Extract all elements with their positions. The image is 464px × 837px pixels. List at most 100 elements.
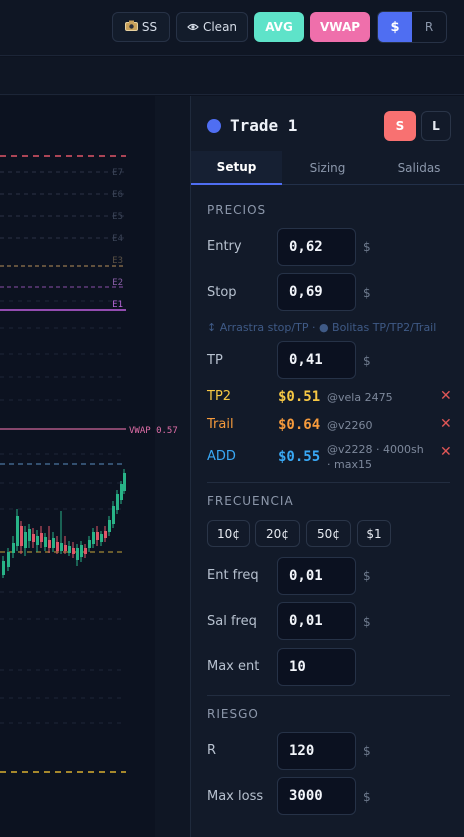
max-ent-label: Max ent	[207, 659, 260, 674]
panel-tabs: Setup Sizing Salidas	[191, 151, 464, 185]
remove-trail-icon[interactable]: ✕	[440, 416, 452, 432]
candle	[36, 536, 39, 545]
top-toolbar: SS Clean AVG VWAP $ R	[0, 0, 464, 56]
candle	[100, 534, 103, 542]
max-loss-unit: $	[363, 790, 371, 804]
trade-title: Trade 1	[207, 116, 297, 135]
candle	[84, 548, 87, 554]
remove-add-icon[interactable]: ✕	[440, 444, 452, 460]
vwap-toggle-button[interactable]: VWAP	[310, 12, 370, 42]
camera-icon	[124, 20, 138, 34]
candle	[32, 534, 35, 542]
freq-chip-50c[interactable]: 50¢	[306, 520, 351, 547]
candle	[52, 538, 55, 548]
section-divider	[207, 482, 450, 483]
entry-level-label: E1	[112, 300, 123, 310]
sub-toolbar	[0, 57, 464, 95]
stop-input[interactable]: 0,69	[277, 273, 356, 311]
currency-toggle: $ R	[377, 11, 447, 43]
tp-unit: $	[363, 354, 371, 368]
candle	[56, 542, 59, 551]
candle	[40, 533, 43, 542]
candle	[104, 531, 107, 538]
stop-unit: $	[363, 286, 371, 300]
candle	[7, 552, 10, 567]
trail-value: $0.64	[278, 417, 321, 433]
clean-button[interactable]: Clean	[176, 12, 248, 42]
candle	[76, 548, 79, 560]
max-ent-input[interactable]: 10	[277, 648, 356, 686]
eye-icon	[187, 20, 199, 34]
entry-label: Entry	[207, 239, 242, 254]
avg-toggle-button[interactable]: AVG	[254, 12, 304, 42]
candle	[123, 473, 126, 491]
sal-freq-unit: $	[363, 615, 371, 629]
ent-freq-label: Ent freq	[207, 568, 259, 583]
entry-input[interactable]: 0,62	[277, 228, 356, 266]
sal-freq-input[interactable]: 0,01	[277, 602, 356, 640]
add-label: ADD	[207, 449, 236, 464]
freq-chip-1d[interactable]: $1	[357, 520, 391, 547]
entry-level-label: E2	[112, 278, 123, 288]
trade-name: Trade 1	[230, 116, 298, 135]
candles	[2, 469, 126, 578]
stop-label: Stop	[207, 285, 237, 300]
screenshot-button[interactable]: SS	[112, 12, 170, 42]
candle	[72, 548, 75, 554]
candle	[24, 532, 27, 548]
risk-r-label: R	[207, 743, 217, 758]
entry-level-label: E7	[112, 168, 123, 178]
tp-input[interactable]: 0,41	[277, 341, 356, 379]
candle	[12, 543, 15, 553]
add-note: @v2228 · 4000sh · max15	[327, 443, 424, 471]
currency-r-button[interactable]: R	[424, 20, 434, 34]
trade-color-dot	[207, 118, 221, 133]
price-chart[interactable]: E7 E6 E5 E4 E3 E2 E1 VWAP 0.57	[0, 96, 190, 837]
entry-level-label: E5	[112, 212, 123, 222]
freq-chip-20c[interactable]: 20¢	[255, 520, 300, 547]
candle	[60, 543, 63, 551]
candle	[28, 529, 31, 541]
chart-canvas: E7 E6 E5 E4 E3 E2 E1 VWAP 0.57	[0, 155, 178, 773]
clean-label: Clean	[202, 20, 238, 34]
section-title-precios: PRECIOS	[207, 203, 267, 217]
max-loss-input[interactable]: 3000	[277, 777, 356, 815]
chart-price-axis	[155, 96, 190, 837]
risk-r-input[interactable]: 120	[277, 732, 356, 770]
trail-note: @v2260	[327, 419, 373, 432]
candle	[116, 494, 119, 510]
sal-freq-label: Sal freq	[207, 614, 257, 629]
vwap-price-label: VWAP 0.57	[129, 426, 178, 436]
entry-level-label: E6	[112, 190, 123, 200]
tab-sizing[interactable]: Sizing	[309, 161, 346, 175]
candle	[48, 540, 51, 548]
tp2-note: @vela 2475	[327, 391, 393, 404]
tp2-value: $0.51	[278, 389, 321, 405]
candle	[80, 545, 83, 557]
short-button[interactable]: S	[384, 111, 416, 141]
risk-r-unit: $	[363, 744, 371, 758]
max-loss-label: Max loss	[207, 789, 264, 804]
entry-level-label: E4	[112, 234, 123, 244]
candle	[20, 526, 23, 546]
trade-panel: Trade 1 S L Setup Sizing Salidas PRECIOS…	[190, 96, 464, 837]
entry-level-label: E3	[112, 256, 123, 266]
tp2-label: TP2	[207, 389, 232, 404]
candle	[64, 545, 67, 551]
add-value: $0.55	[278, 449, 321, 465]
drag-hint: ↕ Arrastra stop/TP · ● Bolitas TP/TP2/Tr…	[207, 321, 437, 334]
tp-label: TP	[207, 353, 223, 368]
candle	[2, 561, 5, 575]
candle	[68, 546, 71, 553]
section-title-frecuencia: FRECUENCIA	[207, 494, 294, 508]
tab-salidas[interactable]: Salidas	[397, 161, 441, 175]
candle	[92, 532, 95, 544]
tab-setup[interactable]: Setup	[191, 151, 282, 185]
freq-chip-10c[interactable]: 10¢	[207, 520, 250, 547]
candle	[88, 540, 91, 548]
long-button[interactable]: L	[421, 111, 451, 141]
screenshot-label: SS	[141, 20, 158, 34]
remove-tp2-icon[interactable]: ✕	[440, 388, 452, 404]
currency-dollar-button[interactable]: $	[378, 12, 412, 42]
ent-freq-input[interactable]: 0,01	[277, 557, 356, 595]
